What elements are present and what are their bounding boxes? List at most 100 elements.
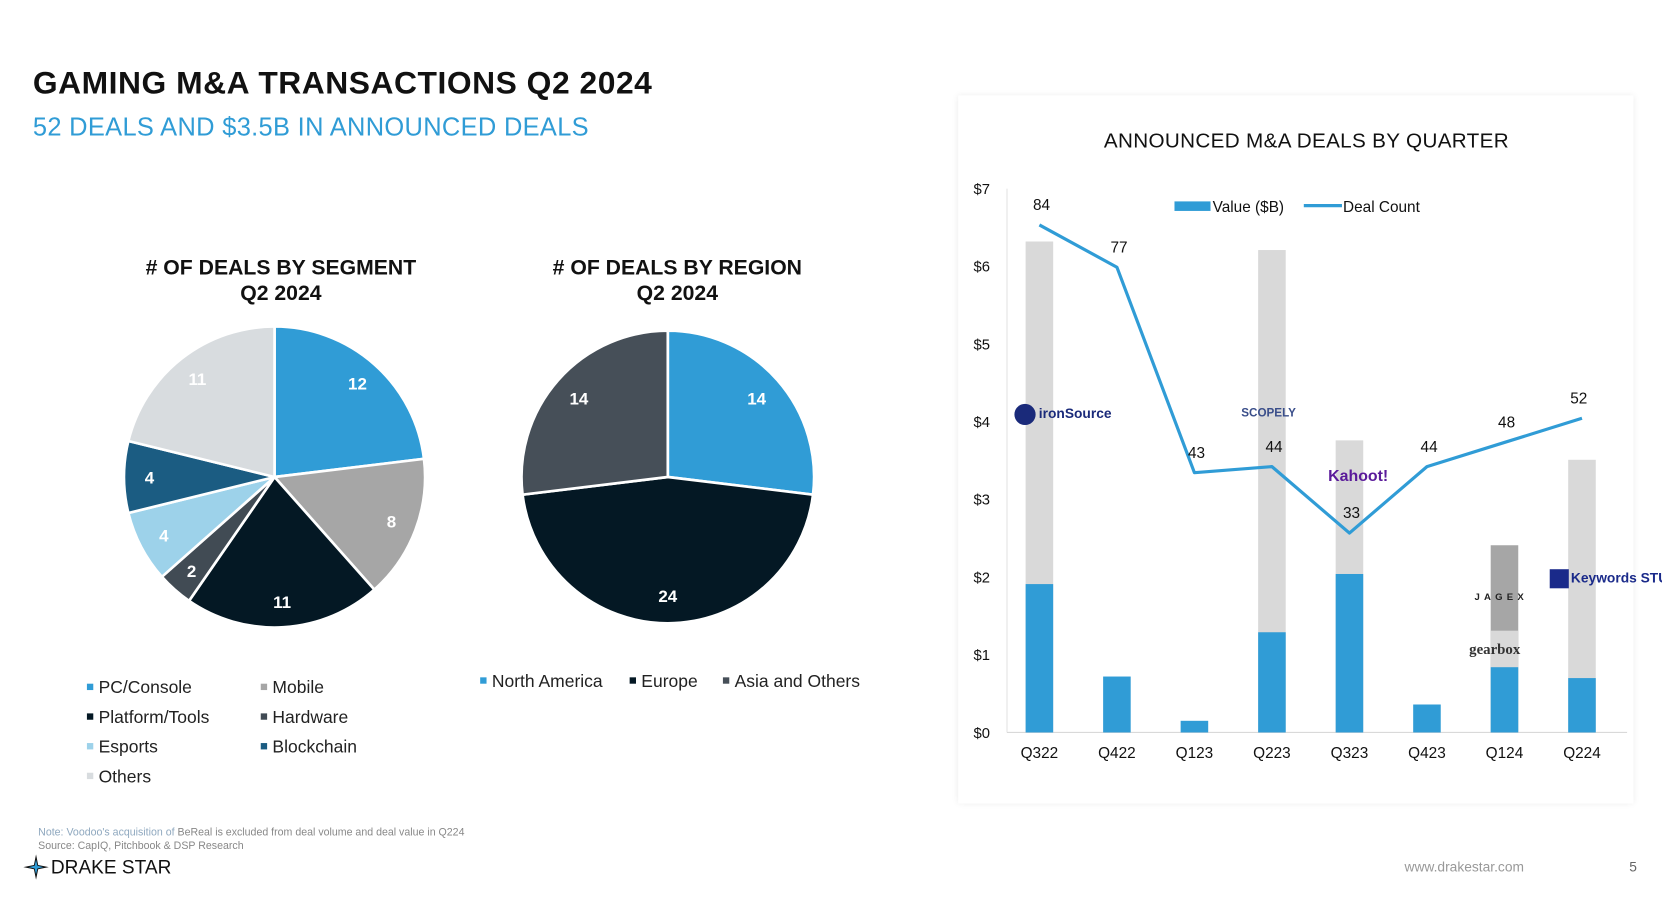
gearbox-logo: gearbox (1469, 642, 1520, 659)
legend-item: Mobile (260, 678, 324, 698)
legend-label: Europe (641, 672, 698, 692)
legend-swatch (86, 772, 94, 779)
legend-swatch (260, 683, 268, 690)
slice-data-label: 14 (570, 390, 589, 409)
compass-star-icon (23, 854, 49, 880)
logo-text: SCOPELY (1241, 407, 1296, 420)
y-tick-label: $6 (974, 260, 991, 276)
segment-subtitle: Q2 2024 (240, 281, 322, 306)
legend-item: PC/Console (86, 678, 192, 698)
slice-data-label: 8 (387, 513, 396, 532)
y-tick-label: $1 (974, 648, 991, 664)
value-bar (1025, 584, 1054, 733)
pie-slice-north-america (666, 329, 816, 497)
deal-count-label: 44 (1266, 439, 1284, 456)
deal-count-label: 43 (1188, 445, 1205, 462)
legend-swatch (260, 742, 268, 750)
legend-item: Platform/Tools (86, 708, 210, 728)
x-tick-label: Q322 (1021, 745, 1059, 762)
legend-label: Mobile (272, 678, 324, 698)
pie-slice-asia-and-others (520, 329, 670, 497)
bar-line-chart: $0 $1 $2 $3 $4 $5 $6 $7 Q322 Q422 Q123 Q223 Q323 Q423… (974, 182, 1628, 762)
x-tick-label: Q224 (1563, 745, 1601, 762)
deal-count-label: 52 (1570, 390, 1587, 407)
legend-swatch (480, 676, 487, 684)
footnote: Note: Voodoo's acquisition of BeReal is … (38, 826, 464, 854)
page-subtitle: 52 DEALS AND $3.5B IN ANNOUNCED DEALS (32, 113, 589, 143)
legend-label: Asia and Others (734, 672, 860, 692)
legend-label: Others (98, 767, 152, 787)
y-tick-label: $7 (974, 182, 991, 198)
legend-label: North America (491, 672, 603, 692)
slice-data-label: 2 (187, 562, 196, 581)
region-chart-title: # OF DEALS BY REGION Q2 2024 (502, 255, 852, 306)
ironsource-logo: ironSource (1014, 403, 1112, 426)
jagex-logo: JAGEX (1474, 591, 1528, 602)
legend-item: Others (86, 767, 152, 787)
pie-slice-pc-console (273, 325, 426, 479)
scopely-logo: SCOPELY (1241, 407, 1296, 420)
website-link[interactable]: www.drakestar.com (1404, 858, 1524, 875)
deal-count-label: 84 (1033, 197, 1051, 214)
bar-chart-panel (958, 95, 1634, 804)
legend-swatch (86, 683, 94, 690)
value-bar (1103, 676, 1131, 733)
deal-count-label: 77 (1110, 239, 1127, 256)
slice-data-label: 4 (145, 468, 155, 487)
segment-title: # OF DEALS BY SEGMENT (145, 256, 417, 280)
slice-data-label: 14 (747, 390, 766, 409)
segment-chart-title: # OF DEALS BY SEGMENT Q2 2024 (106, 255, 456, 306)
ironsource-badge-icon (1014, 403, 1036, 426)
legend-label: PC/Console (98, 678, 192, 698)
slice-data-label: 11 (188, 370, 206, 389)
note-text: BeReal is excluded from deal volume and … (177, 826, 465, 839)
source-text: Source: CapIQ, Pitchbook & DSP Research (38, 840, 244, 853)
pie-slice-europe (521, 475, 815, 625)
y-tick-label: $4 (974, 415, 991, 431)
slice-data-label: 11 (273, 593, 291, 612)
x-tick-label: Q123 (1176, 745, 1214, 762)
x-tick-label: Q423 (1408, 745, 1446, 762)
legend-item: North America (480, 672, 603, 692)
legend-item: Hardware (260, 708, 348, 728)
deal-count-label: 33 (1343, 505, 1360, 522)
region-subtitle: Q2 2024 (636, 281, 719, 306)
y-tick-label: $2 (974, 570, 991, 586)
brand-logo: DRAKE STAR (23, 854, 172, 880)
value-bar (1568, 678, 1596, 733)
page-title: GAMING M&A TRANSACTIONS Q2 2024 (32, 65, 653, 101)
y-tick-label: $0 (974, 726, 991, 742)
logo-text: ironSource (1038, 405, 1112, 422)
y-tick-label: $3 (974, 493, 991, 509)
legend-bar-label: Value ($B) (1213, 199, 1284, 216)
legend-label: Platform/Tools (98, 708, 210, 728)
legend-label: Blockchain (272, 737, 358, 757)
legend-line-label: Deal Count (1343, 199, 1421, 216)
value-bar (1413, 704, 1441, 733)
brand-name: DRAKE STAR (50, 855, 172, 878)
value-bar (1258, 632, 1286, 733)
region-title: # OF DEALS BY REGION (552, 256, 803, 280)
value-bar (1180, 720, 1209, 733)
slice-data-label: 24 (658, 587, 677, 606)
pie-slice-others (126, 325, 276, 479)
x-tick-label: Q323 (1331, 745, 1369, 762)
logo-text: Kahoot! (1328, 467, 1389, 486)
legend-item: Asia and Others (722, 672, 860, 692)
page-number: 5 (1629, 858, 1637, 875)
keywords-logo: Keywords STUDIOS (1549, 569, 1662, 589)
value-bar (1490, 667, 1519, 733)
legend-item: Blockchain (260, 737, 358, 758)
legend-swatch (722, 676, 730, 684)
x-tick-label: Q422 (1098, 745, 1136, 762)
logo-text: JAGEX (1474, 591, 1529, 603)
legend-swatch (86, 742, 94, 750)
bar-chart-title: ANNOUNCED M&A DEALS BY QUARTER (1103, 129, 1509, 153)
legend-swatch (86, 712, 94, 720)
legend-bar-swatch (1174, 201, 1211, 211)
legend-swatch (629, 676, 636, 684)
slice-data-label: 4 (159, 526, 169, 545)
legend-label: Esports (98, 737, 158, 757)
